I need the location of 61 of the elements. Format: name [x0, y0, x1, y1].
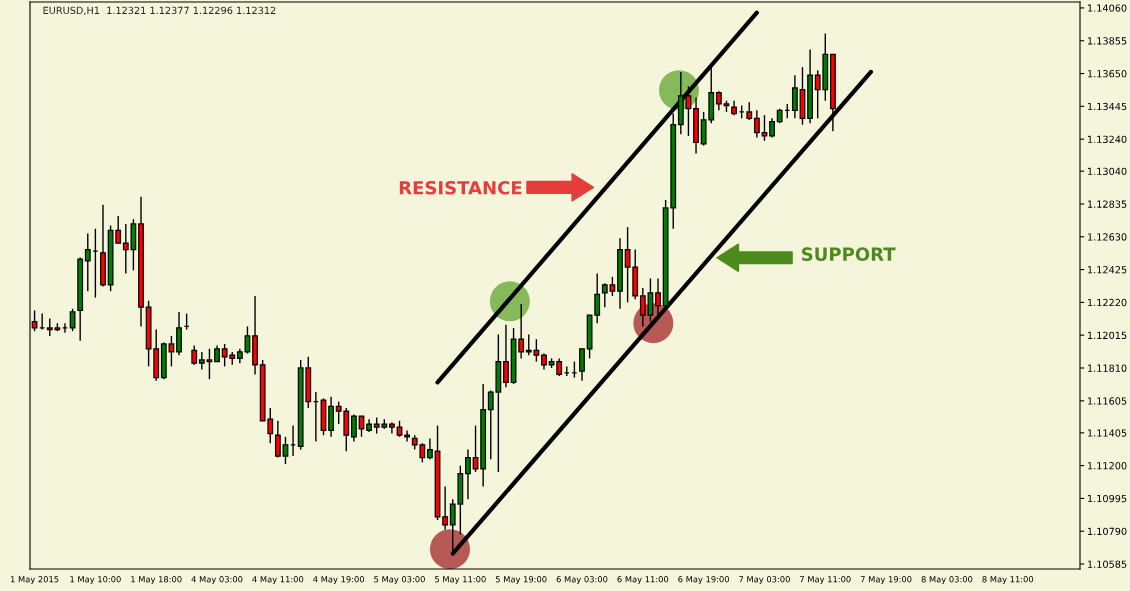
- candlestick: [244, 325, 251, 355]
- y-tick-label: 1.10790: [1088, 527, 1127, 536]
- y-tick-label: 1.13855: [1088, 37, 1127, 45]
- y-tick-label: 1.12835: [1088, 200, 1127, 208]
- x-tick-label: 6 May 03:00: [556, 576, 608, 585]
- annotation: SUPPORT: [801, 247, 896, 261]
- candlestick: [465, 448, 471, 500]
- y-tick-label: 1.10995: [1088, 494, 1127, 503]
- candlestick: [715, 90, 722, 112]
- candlestick: [753, 109, 760, 139]
- y-tick-label: 1.13040: [1088, 167, 1127, 175]
- candlestick: [769, 117, 775, 139]
- candlestick: [503, 324, 509, 388]
- y-tick-label: 1.11605: [1088, 397, 1127, 405]
- candlestick: [442, 485, 449, 531]
- y-tick-label: 1.13240: [1088, 135, 1127, 143]
- y-tick-label: 1.13650: [1088, 70, 1127, 78]
- candlestick: [761, 114, 768, 142]
- candlestick: [206, 348, 213, 380]
- y-tick-label: 1.12015: [1088, 331, 1127, 340]
- candlestick: [518, 303, 525, 360]
- candlestick: [282, 436, 289, 465]
- x-tick-label: 7 May 11:00: [800, 576, 851, 585]
- y-tick-label: 1.12425: [1088, 266, 1127, 274]
- candlestick: [655, 277, 661, 316]
- x-tick-label: 1 May 2015: [10, 576, 59, 585]
- y-tick-label: 1.14060: [1088, 4, 1127, 12]
- x-tick-label: 6 May 11:00: [617, 576, 669, 585]
- x-tick-label: 5 May 03:00: [374, 576, 425, 585]
- candlestick: [191, 344, 198, 366]
- y-tick-label: 1.13445: [1088, 102, 1127, 111]
- candlestick: [69, 308, 76, 332]
- x-tick-label: 4 May 11:00: [252, 576, 304, 585]
- candlestick: [198, 351, 205, 371]
- y-tick-label: 1.10585: [1088, 560, 1127, 568]
- candlestick: [84, 232, 91, 292]
- x-tick-label: 4 May 19:00: [313, 576, 365, 585]
- candlestick: [274, 420, 281, 459]
- x-tick-label: 7 May 19:00: [860, 576, 912, 585]
- y-tick-label: 1.11200: [1088, 462, 1127, 470]
- y-tick-label: 1.11810: [1088, 364, 1127, 372]
- x-tick-label: 5 May 19:00: [495, 576, 547, 585]
- y-tick-label: 1.12630: [1088, 233, 1127, 241]
- candlestick: [427, 437, 433, 460]
- candlestick: [350, 413, 357, 443]
- x-tick-label: 4 May 03:00: [191, 576, 243, 585]
- candlestick: [791, 74, 798, 120]
- x-tick-label: 5 May 11:00: [435, 576, 486, 585]
- candlestick: [328, 396, 334, 438]
- annotation: RESISTANCE: [399, 180, 522, 195]
- x-tick-label: 6 May 19:00: [678, 576, 730, 585]
- x-tick-label: 8 May 11:00: [982, 576, 1034, 585]
- x-tick-label: 8 May 03:00: [921, 576, 973, 585]
- chart-title: EURUSD,H1 1.12321 1.12377 1.12296 1.12312: [43, 6, 276, 16]
- x-tick-label: 7 May 03:00: [739, 576, 790, 585]
- y-tick-label: 1.11405: [1088, 429, 1127, 437]
- x-tick-label: 1 May 10:00: [70, 576, 121, 585]
- y-tick-label: 1.12220: [1088, 298, 1127, 307]
- candlestick: [579, 348, 585, 382]
- candlestick: [176, 311, 182, 356]
- x-tick-label: 1 May 18:00: [131, 576, 182, 585]
